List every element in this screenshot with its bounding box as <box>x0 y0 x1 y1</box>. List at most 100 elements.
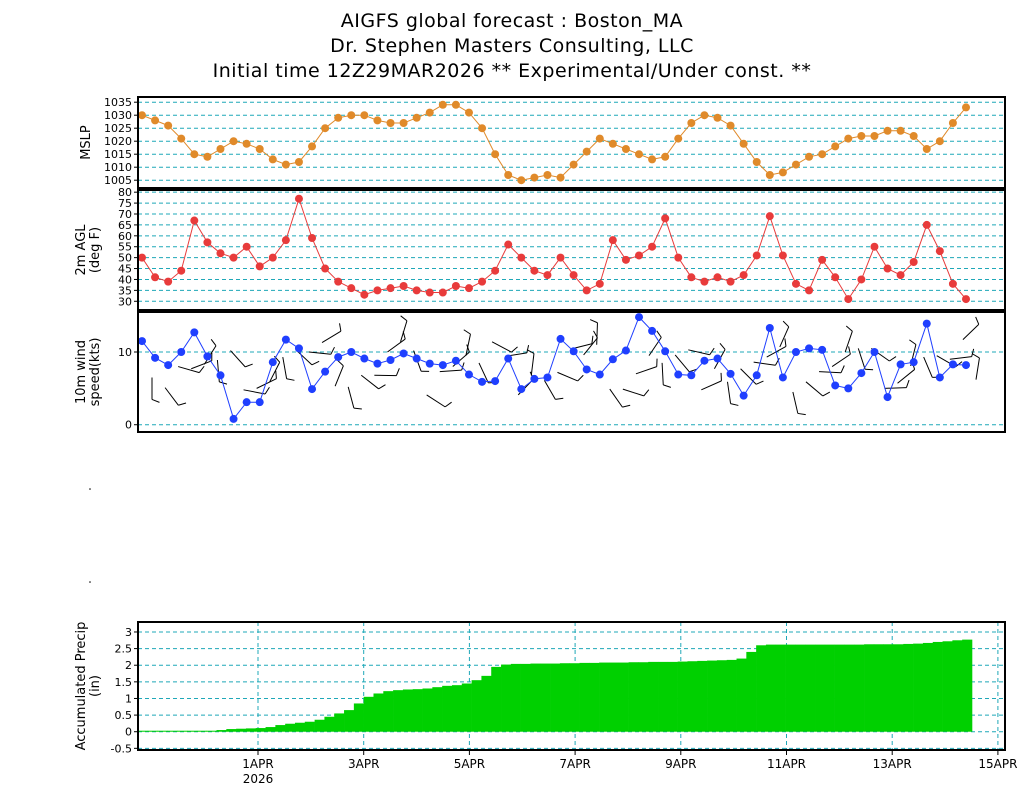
precip-bar <box>697 660 708 732</box>
wind-barb <box>688 349 710 356</box>
wind-barb <box>164 387 179 406</box>
wind-barb <box>269 361 281 383</box>
wind-point <box>491 377 500 386</box>
temp-point <box>530 266 539 275</box>
wind-barb-flag <box>589 319 598 324</box>
mslp-point <box>334 113 343 122</box>
precip-bar <box>883 644 894 732</box>
mslp-point <box>962 103 970 112</box>
temp-point <box>308 234 317 242</box>
precip-bar <box>334 713 345 732</box>
wind-point <box>883 393 892 402</box>
temp-ytick-label: 45 <box>118 263 132 276</box>
precip-bar <box>344 710 355 732</box>
precip-xtick-label: 9APR <box>665 757 696 771</box>
temp-point <box>229 253 238 262</box>
temp-point <box>700 277 709 286</box>
temp-point <box>177 266 186 275</box>
mslp-point <box>373 116 382 125</box>
precip-bar <box>285 723 296 732</box>
wind-point <box>308 385 317 394</box>
wind-barb <box>426 394 446 408</box>
wind-barb-flag <box>526 344 530 354</box>
mslp-point <box>294 158 303 166</box>
precip-xtick-label: 7APR <box>559 757 590 771</box>
wind-ytick-label: 10 <box>118 346 132 359</box>
temp-ytick-label: 80 <box>118 186 132 199</box>
wind-point <box>478 377 487 386</box>
wind-point <box>805 344 814 353</box>
temp-frame <box>137 189 1006 311</box>
wind-point <box>438 361 447 370</box>
svg-text:MSLP: MSLP <box>79 125 94 160</box>
precip-bar <box>402 689 414 732</box>
mslp-point <box>255 145 264 153</box>
precip-ytick-label: 1.5 <box>115 676 133 689</box>
temp-series-line <box>141 197 967 301</box>
precip-bar <box>893 644 904 732</box>
wind-barb <box>635 366 657 375</box>
mslp-point <box>412 113 421 122</box>
temp-ylabel: 2m AGL (deg F) <box>74 224 103 276</box>
temp-point <box>661 214 670 223</box>
temp-point <box>478 277 487 286</box>
wind-barb-flag <box>822 391 831 397</box>
temp-point <box>935 247 944 256</box>
wind-point <box>347 348 356 356</box>
temp-point <box>713 273 722 282</box>
wind-point <box>177 348 186 356</box>
wind-barb <box>178 366 200 374</box>
wind-point <box>713 354 722 363</box>
mslp-point <box>595 134 604 143</box>
wind-barb <box>321 330 342 343</box>
temp-ytick-label: 75 <box>118 197 132 210</box>
precip-bar <box>824 644 835 732</box>
temp-ytick-label: 70 <box>118 208 132 221</box>
precip-ytick-label: 0.5 <box>115 709 133 722</box>
mslp-point <box>360 111 369 120</box>
precip-bar <box>648 661 659 732</box>
temp-point <box>922 220 931 229</box>
wind-barb-flag <box>591 335 594 344</box>
mslp-point <box>621 145 630 153</box>
wind-barb-flag <box>889 356 897 362</box>
wind-barb <box>491 341 512 353</box>
precip-year-label: 2026 <box>243 772 274 786</box>
temp-point <box>294 194 303 203</box>
temp-ytick-label: 60 <box>118 230 132 243</box>
wind-barb-flag <box>378 384 386 390</box>
mslp-point <box>805 152 814 161</box>
wind-barb <box>400 320 408 342</box>
precip-bar <box>501 664 512 732</box>
wind-barb <box>439 369 462 373</box>
wind-point <box>582 365 591 374</box>
wind-barb-flag <box>339 323 342 332</box>
wind-barb-flag <box>656 330 662 338</box>
wind-barb-flag <box>555 397 564 400</box>
precip-bar <box>962 639 973 732</box>
mslp-ytick-label: 1010 <box>104 161 132 174</box>
precip-bar <box>461 683 472 732</box>
wind-barb <box>792 391 799 414</box>
precip-ylabel: Accumulated Precip (in) <box>74 622 103 751</box>
temp-point <box>412 286 421 295</box>
mslp-point <box>883 126 892 135</box>
wind-point <box>621 346 630 355</box>
precip-bar <box>942 641 953 732</box>
temp-point <box>517 253 526 262</box>
wind-barb-flag <box>972 353 980 359</box>
temp-point <box>190 216 199 225</box>
precip-bar <box>245 728 257 732</box>
precip-bar <box>353 703 364 732</box>
precip-bar <box>422 688 433 732</box>
mslp-ytick-label: 1005 <box>104 174 132 187</box>
temp-point <box>948 279 957 288</box>
wind-barb-flag <box>775 358 780 366</box>
temp-point <box>569 271 578 280</box>
wind-point <box>648 326 657 335</box>
temp-point <box>373 286 382 295</box>
precip-bar <box>520 663 531 732</box>
temp-point <box>582 286 591 295</box>
mslp-point <box>281 160 290 169</box>
